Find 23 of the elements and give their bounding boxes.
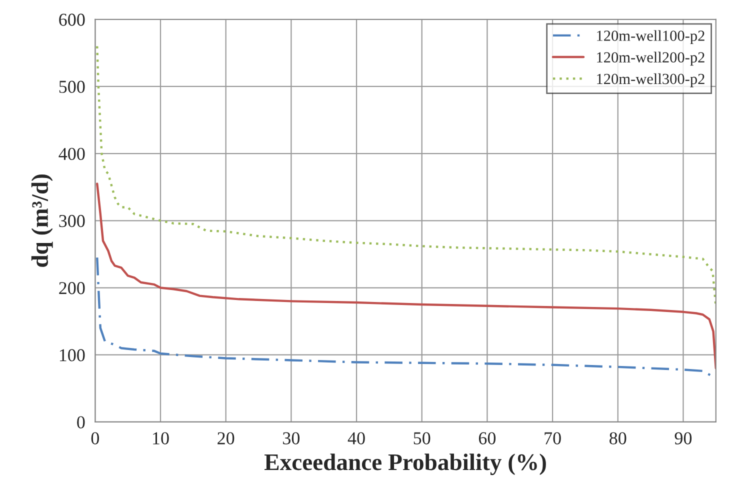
legend-label: 120m-well100-p2 bbox=[597, 30, 704, 44]
y-tick-label: 600 bbox=[59, 14, 85, 26]
y-tick-label: 100 bbox=[60, 349, 85, 362]
x-tick-label: 20 bbox=[218, 432, 234, 444]
x-tick-label: 90 bbox=[674, 432, 692, 444]
y-tick-label: 300 bbox=[59, 214, 85, 228]
x-tick-label: 80 bbox=[610, 432, 626, 444]
x-tick-label: 70 bbox=[544, 432, 561, 444]
x-tick-label: 30 bbox=[283, 432, 300, 444]
y-tick-label: 0 bbox=[77, 416, 85, 428]
y-tick-label: 400 bbox=[58, 148, 85, 160]
x-tick-label: 10 bbox=[153, 432, 169, 444]
y-tick-label: 500 bbox=[59, 80, 85, 93]
x-tick-label: 40 bbox=[348, 432, 365, 444]
y-axis-title: dq (m³/d) bbox=[31, 174, 53, 267]
y-tick-label: 200 bbox=[59, 282, 85, 294]
line-series bbox=[96, 182, 716, 370]
legend-label: 120m-well200-p2 bbox=[597, 52, 704, 66]
x-tick-label: 60 bbox=[478, 432, 496, 444]
x-tick-label: 0 bbox=[91, 432, 99, 444]
x-axis-title: Exceedance Probability (%) bbox=[264, 454, 546, 476]
x-tick-label: 50 bbox=[414, 432, 430, 444]
legend-label: 120m-well300-p2 bbox=[597, 73, 704, 88]
